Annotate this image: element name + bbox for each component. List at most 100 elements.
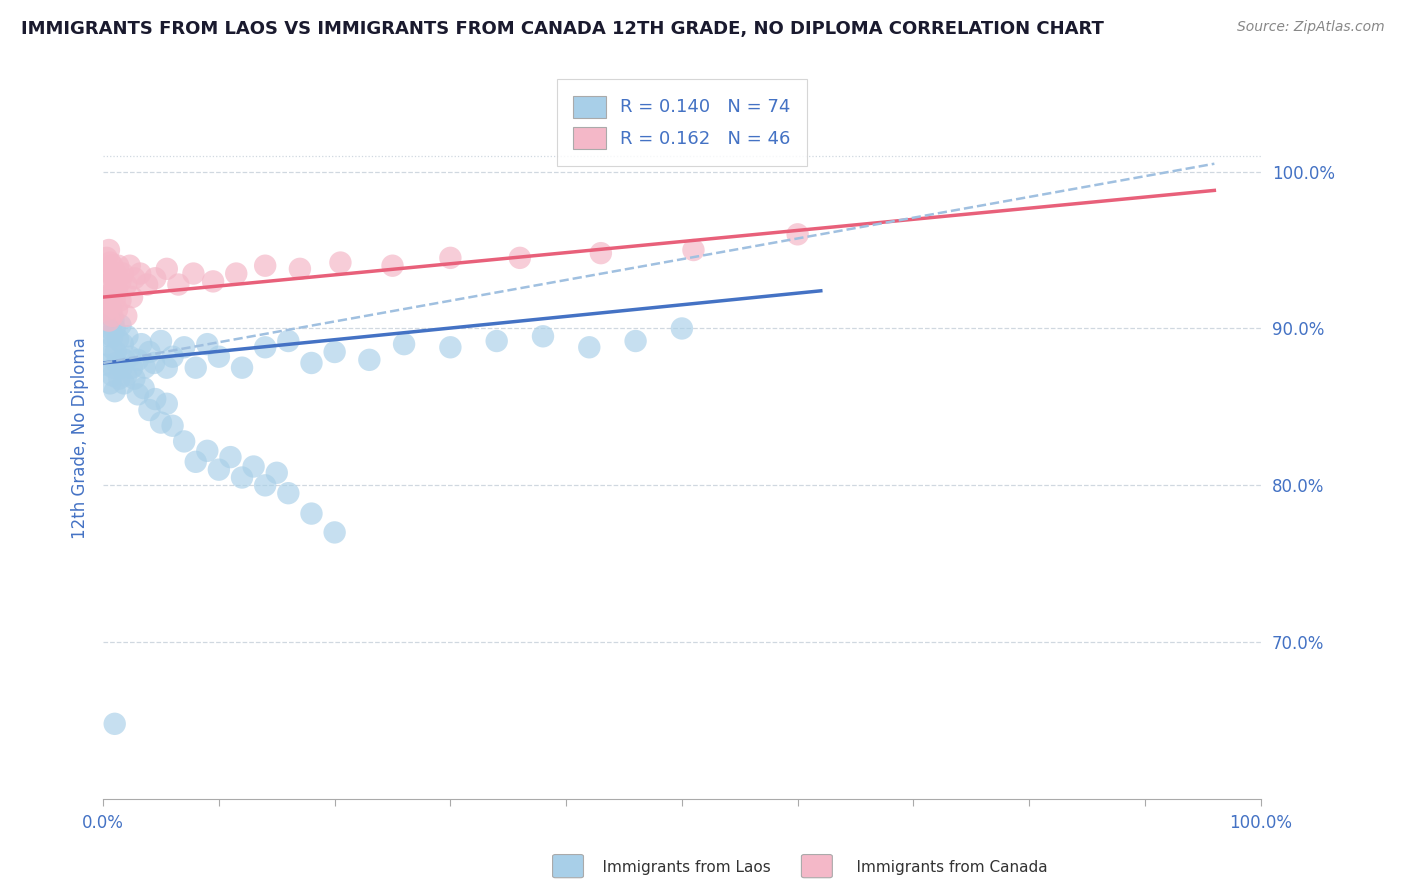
Point (115, 309, 138, 323)
Point (105, 302, 128, 317)
Legend: R = 0.140   N = 74, R = 0.162   N = 46: R = 0.140 N = 74, R = 0.162 N = 46 (557, 79, 807, 166)
Point (107, 259, 129, 273)
Point (150, 334, 173, 348)
Point (98, 321, 121, 335)
Point (392, 337, 415, 351)
Point (439, 340, 461, 354)
Point (115, 368, 138, 383)
Point (107, 333, 129, 347)
Point (682, 243, 704, 257)
Point (98, 255, 121, 269)
Point (103, 271, 125, 285)
Point (277, 486, 299, 500)
Point (97, 350, 120, 364)
Point (254, 340, 277, 354)
Point (138, 345, 160, 359)
Text: Immigrants from Canada: Immigrants from Canada (837, 860, 1047, 874)
Point (136, 277, 159, 292)
Point (131, 337, 153, 351)
Point (101, 309, 124, 323)
Point (162, 418, 184, 433)
Point (329, 255, 352, 269)
Point (509, 251, 531, 265)
Point (112, 376, 135, 391)
Y-axis label: 12th Grade, No Diploma: 12th Grade, No Diploma (72, 337, 89, 539)
Point (786, 227, 808, 242)
Point (231, 360, 253, 375)
Point (173, 434, 195, 449)
Point (254, 259, 277, 273)
Point (184, 455, 207, 469)
Point (624, 334, 647, 348)
Point (143, 271, 166, 285)
Text: Immigrants from Laos: Immigrants from Laos (583, 860, 772, 874)
Point (150, 416, 173, 430)
Text: Source: ZipAtlas.com: Source: ZipAtlas.com (1237, 20, 1385, 34)
Point (101, 368, 124, 383)
Point (104, 321, 127, 335)
Point (266, 466, 288, 480)
Point (97, 313, 120, 327)
Point (301, 356, 323, 370)
Point (156, 360, 179, 375)
Point (195, 337, 218, 351)
Point (108, 372, 131, 386)
Point (138, 403, 160, 417)
Point (323, 345, 346, 359)
Point (104, 277, 127, 292)
Point (127, 387, 149, 401)
Point (104, 384, 127, 399)
Point (98, 287, 121, 301)
Point (485, 334, 508, 348)
Point (110, 293, 132, 308)
Point (96, 306, 118, 320)
Point (101, 329, 124, 343)
Point (115, 277, 138, 292)
Point (104, 293, 127, 308)
Text: IMMIGRANTS FROM LAOS VS IMMIGRANTS FROM CANADA 12TH GRADE, NO DIPLOMA CORRELATIO: IMMIGRANTS FROM LAOS VS IMMIGRANTS FROM … (21, 20, 1104, 37)
Point (359, 352, 381, 367)
Point (97, 329, 120, 343)
Point (124, 271, 146, 285)
Point (134, 360, 156, 375)
Point (277, 334, 299, 348)
Point (114, 352, 136, 367)
Point (98, 376, 121, 391)
Point (117, 329, 139, 343)
Point (381, 259, 404, 273)
Point (103, 360, 125, 375)
Point (225, 267, 247, 281)
Point (103, 313, 125, 327)
Point (156, 261, 179, 276)
Point (97, 293, 120, 308)
Point (104, 716, 127, 731)
Point (96, 251, 118, 265)
Point (195, 443, 218, 458)
Point (208, 350, 231, 364)
Point (323, 525, 346, 540)
Point (94, 261, 117, 276)
Point (156, 397, 179, 411)
Point (97, 277, 120, 292)
Point (118, 259, 141, 273)
Point (97, 293, 120, 308)
Point (132, 381, 155, 395)
Point (129, 267, 152, 281)
Point (104, 267, 127, 281)
Point (100, 267, 122, 281)
Point (183, 267, 205, 281)
Point (143, 356, 166, 370)
Point (589, 246, 612, 260)
Point (167, 277, 190, 292)
Point (111, 337, 134, 351)
Point (104, 345, 127, 359)
Point (301, 507, 323, 521)
Point (208, 463, 231, 477)
Point (143, 392, 166, 406)
Point (242, 459, 264, 474)
Point (288, 261, 311, 276)
Point (118, 350, 141, 364)
Point (94, 358, 117, 372)
Point (96, 302, 118, 317)
Point (671, 321, 693, 335)
